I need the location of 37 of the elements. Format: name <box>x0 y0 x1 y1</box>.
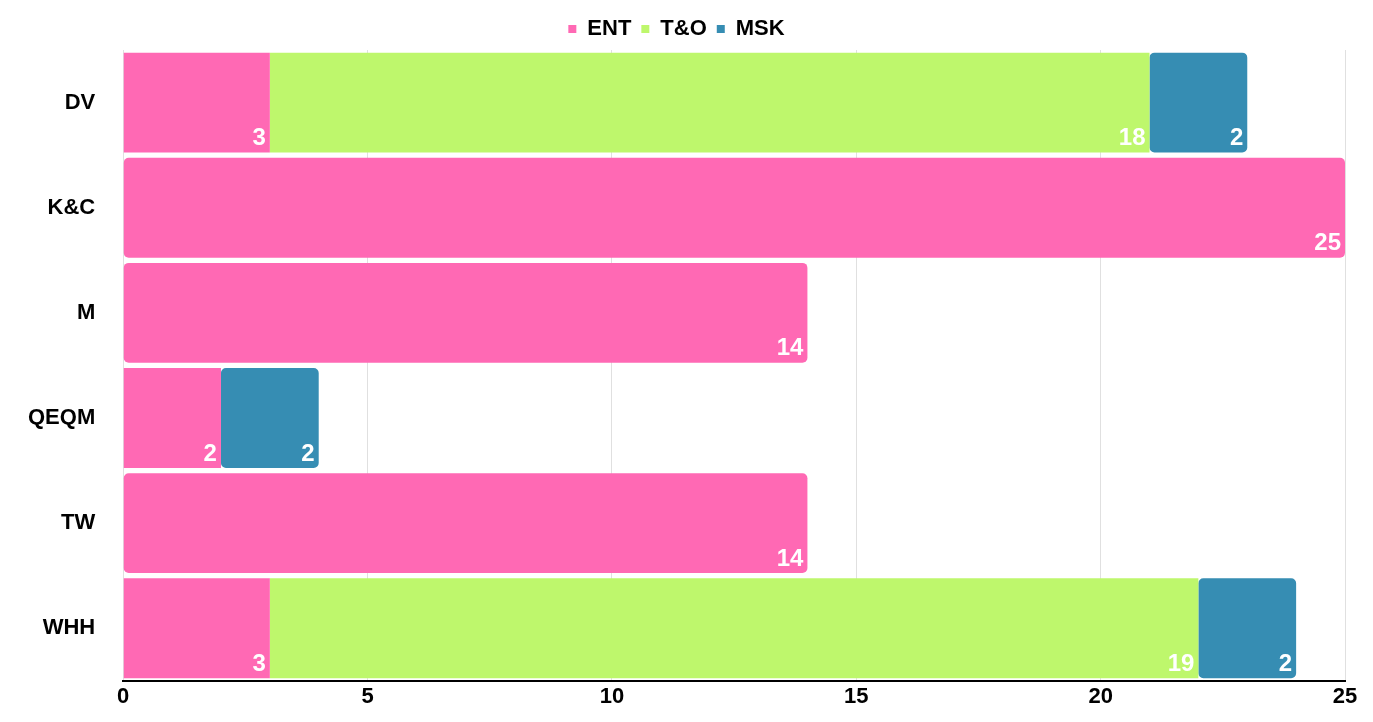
data-label: 3 <box>252 123 266 151</box>
data-label: 2 <box>203 438 217 466</box>
bar <box>123 52 270 153</box>
data-label: 18 <box>1118 123 1146 151</box>
y-tick-label: WHH <box>42 614 96 640</box>
bar <box>123 262 808 363</box>
legend-label: T&O <box>660 15 707 41</box>
bar <box>269 52 1150 153</box>
legend-label: MSK <box>735 15 785 41</box>
data-label: 19 <box>1167 648 1195 676</box>
bar <box>123 157 1345 258</box>
x-tick-label: 5 <box>361 683 374 709</box>
x-tick-label: 20 <box>1088 683 1113 709</box>
bar <box>123 578 270 679</box>
bar <box>1149 52 1248 153</box>
bar <box>1198 578 1297 679</box>
data-label: 3 <box>252 648 266 676</box>
y-tick-label: K&C <box>47 193 96 219</box>
data-label: 2 <box>1229 123 1244 151</box>
y-tick-label: DV <box>64 88 96 114</box>
x-tick-label: 25 <box>1332 683 1358 709</box>
x-tick-label: 15 <box>844 683 869 709</box>
data-label: 25 <box>1314 228 1341 256</box>
bar <box>123 368 221 468</box>
bar <box>123 473 808 574</box>
x-tick-label: 0 <box>117 683 130 709</box>
y-tick-label: QEQM <box>27 404 96 430</box>
legend-label: ENT <box>587 15 632 41</box>
x-tick-label: 10 <box>599 683 625 709</box>
bar <box>269 578 1199 679</box>
y-tick-label: M <box>76 298 96 324</box>
bar <box>220 368 319 468</box>
data-label: 2 <box>1278 648 1293 676</box>
y-tick-label: TW <box>61 509 96 535</box>
data-label: 14 <box>776 543 805 571</box>
data-label: 14 <box>776 333 805 361</box>
data-label: 2 <box>301 438 315 466</box>
